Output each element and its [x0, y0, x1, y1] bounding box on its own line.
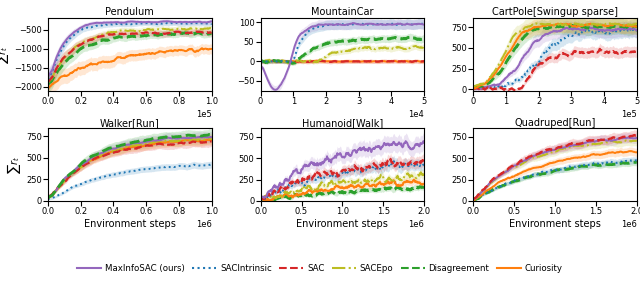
Title: MountainCar: MountainCar — [311, 8, 374, 17]
Title: Pendulum: Pendulum — [106, 8, 154, 17]
Y-axis label: $\sum r_t$: $\sum r_t$ — [5, 156, 23, 174]
Title: Walker[Run]: Walker[Run] — [100, 118, 159, 128]
Legend: MaxInfoSAC (ours), SACIntrinsic, SAC, SACEpo, Disagreement, Curiosity: MaxInfoSAC (ours), SACIntrinsic, SAC, SA… — [74, 261, 566, 277]
X-axis label: Environment steps: Environment steps — [84, 219, 176, 229]
Title: Humanoid[Walk]: Humanoid[Walk] — [302, 118, 383, 128]
Title: CartPole[Swingup sparse]: CartPole[Swingup sparse] — [492, 8, 618, 17]
X-axis label: Environment steps: Environment steps — [296, 219, 388, 229]
Y-axis label: $\sum r_t$: $\sum r_t$ — [0, 46, 11, 64]
X-axis label: Environment steps: Environment steps — [509, 219, 601, 229]
Title: Quadruped[Run]: Quadruped[Run] — [515, 118, 596, 128]
